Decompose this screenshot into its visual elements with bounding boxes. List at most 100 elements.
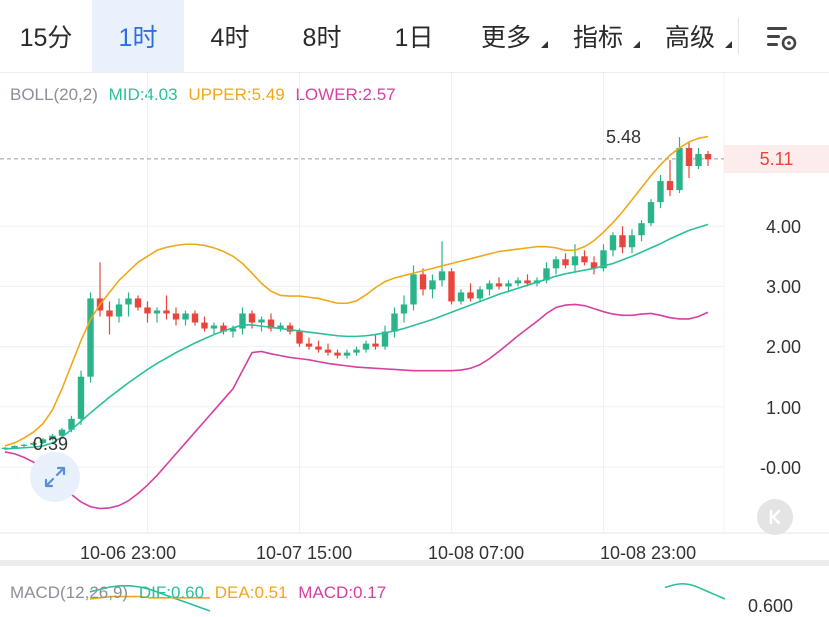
- dropdown-caret-icon: [725, 41, 732, 48]
- candle-down: [315, 346, 322, 350]
- candle-up: [600, 250, 607, 269]
- tab-8h[interactable]: 8时: [276, 0, 368, 72]
- boll-lower-line: [4, 303, 709, 510]
- tab-label: 高级: [664, 24, 715, 52]
- macd-axis-value: 0.600: [748, 596, 794, 616]
- candle-up: [182, 313, 189, 320]
- candle-up: [552, 259, 560, 269]
- candle-down: [562, 259, 569, 266]
- tab-1d[interactable]: 1日: [368, 0, 460, 72]
- candle-down: [467, 292, 474, 299]
- candle-down: [495, 283, 503, 287]
- candle-down: [163, 310, 170, 314]
- chart-upper-mid-layer: [4, 135, 709, 450]
- candle-up: [68, 418, 75, 430]
- candle-down: [191, 313, 199, 323]
- candle-down: [296, 331, 303, 344]
- candle-up: [505, 283, 512, 287]
- tab-indicators[interactable]: 指标: [552, 0, 644, 72]
- candle-down: [419, 274, 427, 290]
- candle-down: [524, 280, 531, 284]
- candlestick-chart[interactable]: [0, 73, 829, 617]
- candle-up: [362, 343, 370, 350]
- tab-label: 15分: [19, 24, 73, 52]
- boll-legend-upper: UPPER:5.49: [188, 85, 285, 104]
- current-price-value: 5.11: [759, 148, 794, 169]
- expand-arrows-icon: [44, 466, 66, 488]
- chart-settings-button[interactable]: [758, 18, 804, 56]
- candle-down: [448, 271, 455, 302]
- x-axis-label: 10-08 23:00: [600, 543, 697, 563]
- candle-down: [372, 343, 379, 347]
- candle-down: [685, 147, 693, 166]
- candle-up: [514, 280, 522, 284]
- y-axis-label: 3.00: [765, 277, 801, 297]
- candle-down: [581, 256, 588, 263]
- candle-up: [571, 256, 579, 266]
- chart-candles: [1, 137, 712, 451]
- boll-legend-mid: MID:4.03: [108, 85, 178, 104]
- macd-dea-line: [89, 595, 210, 600]
- candle-up: [381, 331, 389, 347]
- boll-legend-name: BOLL(20,2): [10, 85, 98, 104]
- boll-mid-line: [4, 223, 709, 450]
- candle-up: [438, 271, 446, 281]
- chart-lower-band-layer: [4, 303, 709, 510]
- candle-down: [172, 313, 180, 320]
- candle-up: [638, 223, 645, 236]
- candle-up: [77, 376, 85, 419]
- candle-up: [11, 445, 18, 448]
- candle-up: [410, 274, 417, 305]
- candle-down: [324, 349, 332, 353]
- tab-15min[interactable]: 15分: [0, 0, 92, 72]
- scroll-to-latest-button[interactable]: [757, 499, 793, 535]
- candle-up: [543, 268, 550, 281]
- candle-down: [619, 235, 626, 248]
- tab-4h[interactable]: 4时: [184, 0, 276, 72]
- y-axis-label: 2.00: [765, 337, 801, 357]
- candle-up: [457, 292, 465, 302]
- tab-1h[interactable]: 1时: [92, 0, 184, 72]
- x-axis-label: 10-08 07:00: [428, 543, 525, 563]
- candle-down: [248, 313, 256, 323]
- candle-up: [210, 325, 218, 329]
- y-axis-label: 1.00: [765, 398, 801, 418]
- tab-advanced[interactable]: 高级: [644, 0, 736, 72]
- candle-up: [49, 435, 56, 440]
- candle-up: [695, 153, 702, 166]
- candle-down: [267, 319, 275, 329]
- candle-up: [153, 310, 161, 314]
- dropdown-caret-icon: [541, 41, 548, 48]
- candle-up: [20, 444, 28, 446]
- candle-up: [125, 298, 132, 305]
- candle-down: [106, 310, 113, 317]
- candle-up: [239, 313, 246, 329]
- tab-label: 指标: [572, 24, 623, 52]
- tab-bar-divider: [0, 72, 829, 73]
- boll-upper-line: [4, 135, 709, 447]
- candle-down: [305, 343, 313, 347]
- boll-legend: BOLL(20,2) MID:4.03 UPPER:5.49 LOWER:2.5…: [10, 85, 402, 105]
- chart-gridlines: [0, 73, 829, 566]
- tab-label: 4时: [210, 24, 250, 52]
- candle-down: [286, 325, 294, 332]
- candle-up: [476, 289, 484, 299]
- candle-up: [657, 181, 664, 203]
- candle-down: [590, 262, 598, 269]
- high-price-annotation: 5.48: [606, 127, 642, 147]
- fullscreen-expand-button[interactable]: [30, 452, 80, 502]
- tab-separator: [738, 18, 739, 54]
- candle-up: [400, 304, 408, 314]
- macd-dif-line-right: [664, 583, 726, 600]
- candle-up: [30, 442, 37, 445]
- candle-up: [258, 319, 265, 323]
- candle-down: [666, 181, 674, 191]
- y-axis-label: 4.00: [765, 217, 801, 237]
- candle-up: [58, 429, 66, 436]
- y-axis-label: -0.00: [759, 458, 801, 478]
- candle-up: [609, 235, 617, 251]
- candle-up: [229, 328, 237, 332]
- candle-down: [220, 325, 227, 332]
- x-axis-label: 10-06 23:00: [80, 543, 177, 563]
- tab-more[interactable]: 更多: [460, 0, 552, 72]
